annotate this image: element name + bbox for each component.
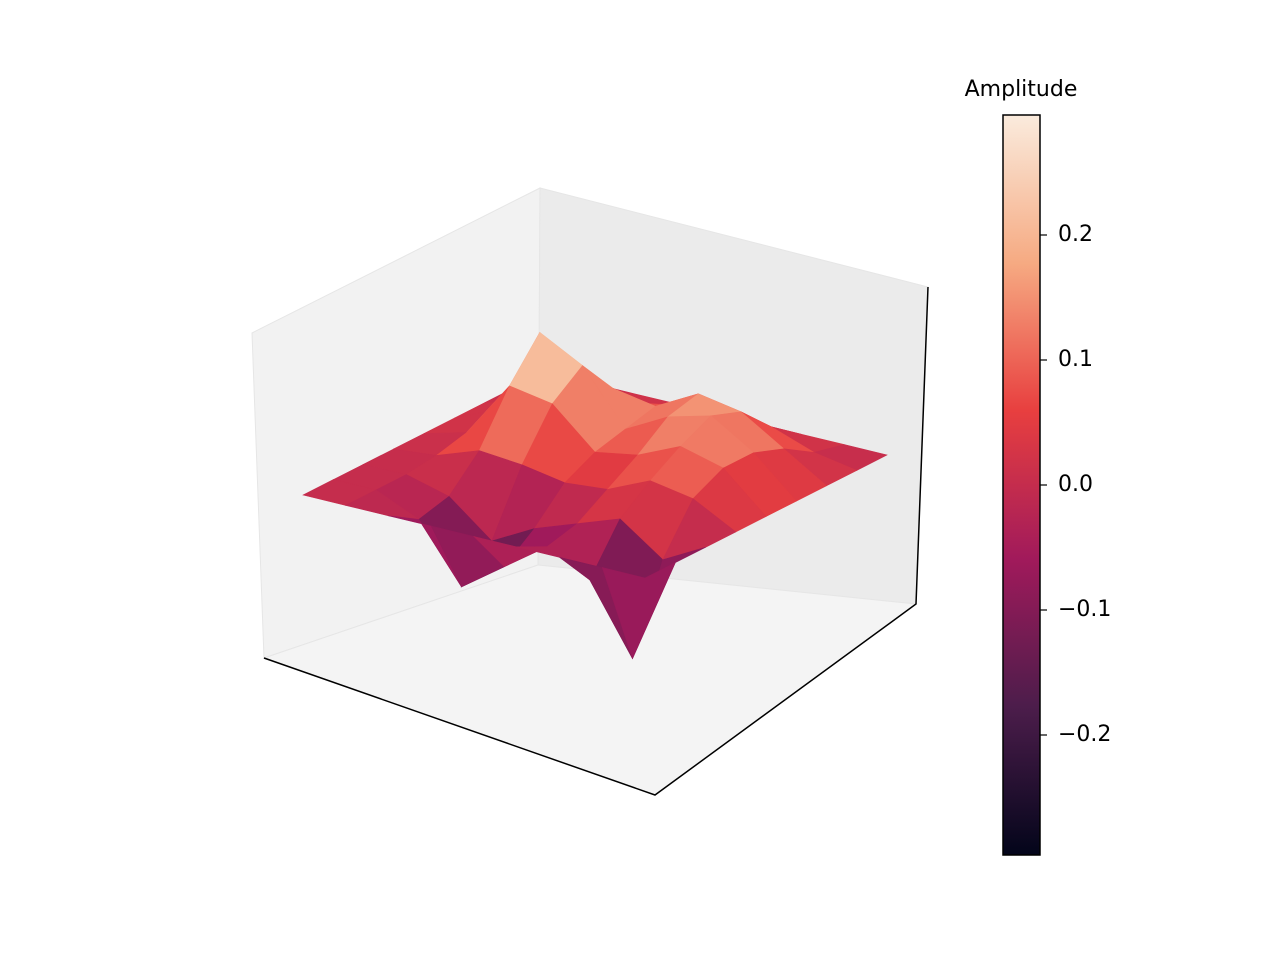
colorbar-label: Amplitude: [965, 77, 1078, 102]
surface-patch: [601, 561, 676, 660]
colorbar-tick-label: 0.2: [1058, 222, 1093, 247]
colorbar-tick-label: −0.1: [1058, 597, 1111, 622]
colorbar-tick-label: 0.0: [1058, 472, 1093, 497]
colorbar-tick-label: 0.1: [1058, 347, 1093, 372]
axis-edge: [263, 286, 929, 796]
colorbar: [1002, 114, 1041, 856]
colorbar-tick-label: −0.2: [1058, 722, 1111, 747]
surface: [302, 331, 888, 660]
